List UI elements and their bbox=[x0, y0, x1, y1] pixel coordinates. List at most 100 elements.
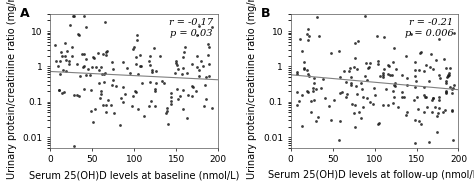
Point bbox=[442, 108, 449, 111]
Point bbox=[315, 34, 323, 37]
Point bbox=[57, 50, 65, 53]
Point bbox=[431, 105, 438, 108]
Point bbox=[386, 74, 393, 77]
Point bbox=[446, 67, 453, 70]
Point bbox=[68, 54, 75, 57]
Point bbox=[164, 110, 171, 113]
Point bbox=[73, 93, 81, 96]
Point bbox=[99, 72, 106, 75]
Point bbox=[148, 69, 156, 72]
Point bbox=[407, 33, 414, 36]
Point bbox=[152, 81, 160, 84]
Point bbox=[443, 80, 450, 83]
Point bbox=[392, 67, 400, 70]
Point bbox=[427, 65, 434, 68]
Point bbox=[304, 27, 312, 30]
Point bbox=[138, 81, 146, 84]
Point bbox=[374, 59, 382, 62]
Point bbox=[403, 77, 411, 80]
Point bbox=[117, 96, 125, 99]
Point bbox=[129, 47, 137, 50]
Point bbox=[129, 94, 137, 97]
Point bbox=[412, 79, 420, 82]
Point bbox=[89, 65, 96, 68]
Point bbox=[208, 106, 216, 109]
Point bbox=[192, 89, 200, 92]
Point bbox=[390, 84, 398, 87]
Point bbox=[357, 82, 365, 85]
Point bbox=[164, 106, 171, 109]
Point bbox=[73, 63, 81, 66]
Point bbox=[314, 116, 321, 119]
Point bbox=[411, 61, 419, 64]
Point bbox=[340, 70, 348, 73]
Point bbox=[366, 61, 374, 64]
Point bbox=[352, 85, 359, 88]
Point bbox=[109, 67, 117, 70]
Point bbox=[448, 91, 456, 94]
Point bbox=[181, 45, 189, 48]
Point bbox=[420, 94, 428, 97]
Point bbox=[385, 64, 393, 67]
Point bbox=[199, 65, 206, 68]
Point bbox=[56, 59, 64, 62]
Point bbox=[55, 88, 63, 91]
Point bbox=[312, 87, 319, 90]
Point bbox=[183, 117, 191, 119]
Point bbox=[167, 91, 174, 94]
Point bbox=[398, 96, 406, 99]
Point bbox=[60, 90, 67, 93]
Point bbox=[109, 84, 116, 87]
Point bbox=[66, 24, 74, 27]
Point bbox=[379, 104, 387, 107]
Point bbox=[80, 52, 88, 55]
Point bbox=[305, 73, 312, 76]
Point bbox=[180, 55, 187, 58]
Y-axis label: Urinary protein/creatinine ratio (mg/mg): Urinary protein/creatinine ratio (mg/mg) bbox=[7, 0, 17, 180]
Point bbox=[436, 38, 443, 41]
Point bbox=[78, 52, 85, 55]
Point bbox=[134, 73, 142, 76]
Point bbox=[342, 96, 350, 99]
Point bbox=[335, 49, 342, 52]
Point bbox=[147, 99, 155, 102]
Point bbox=[146, 80, 154, 83]
Point bbox=[435, 106, 443, 109]
Point bbox=[325, 105, 333, 108]
Point bbox=[307, 110, 315, 113]
Point bbox=[354, 67, 361, 70]
Point bbox=[102, 50, 109, 53]
Point bbox=[146, 63, 154, 66]
Point bbox=[58, 91, 65, 94]
Point bbox=[379, 74, 386, 77]
Point bbox=[440, 57, 447, 60]
Point bbox=[379, 71, 387, 74]
Point bbox=[347, 84, 355, 87]
Y-axis label: Urinary protein/creatinine ratio (mg/mg): Urinary protein/creatinine ratio (mg/mg) bbox=[247, 0, 257, 180]
Point bbox=[374, 122, 382, 125]
Point bbox=[108, 60, 115, 63]
Point bbox=[447, 85, 454, 88]
Point bbox=[134, 107, 142, 110]
Point bbox=[361, 74, 368, 77]
Point bbox=[54, 65, 62, 68]
Point bbox=[390, 95, 398, 98]
Point bbox=[63, 58, 70, 61]
Point bbox=[374, 62, 382, 65]
Point bbox=[310, 81, 318, 84]
Point bbox=[205, 62, 213, 65]
Point bbox=[201, 84, 209, 87]
Point bbox=[87, 88, 95, 91]
Point bbox=[337, 75, 344, 78]
Point bbox=[295, 99, 303, 102]
Point bbox=[411, 141, 419, 144]
Point bbox=[375, 122, 383, 125]
Point bbox=[383, 87, 390, 90]
Point bbox=[152, 70, 160, 73]
Point bbox=[388, 74, 395, 77]
Point bbox=[116, 124, 124, 127]
Point bbox=[101, 72, 109, 75]
Point bbox=[61, 55, 68, 58]
Point bbox=[404, 84, 411, 87]
Point bbox=[429, 67, 437, 70]
